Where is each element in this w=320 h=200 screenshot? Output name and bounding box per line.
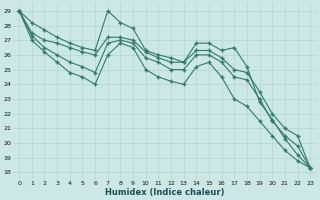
X-axis label: Humidex (Indice chaleur): Humidex (Indice chaleur) (105, 188, 224, 197)
